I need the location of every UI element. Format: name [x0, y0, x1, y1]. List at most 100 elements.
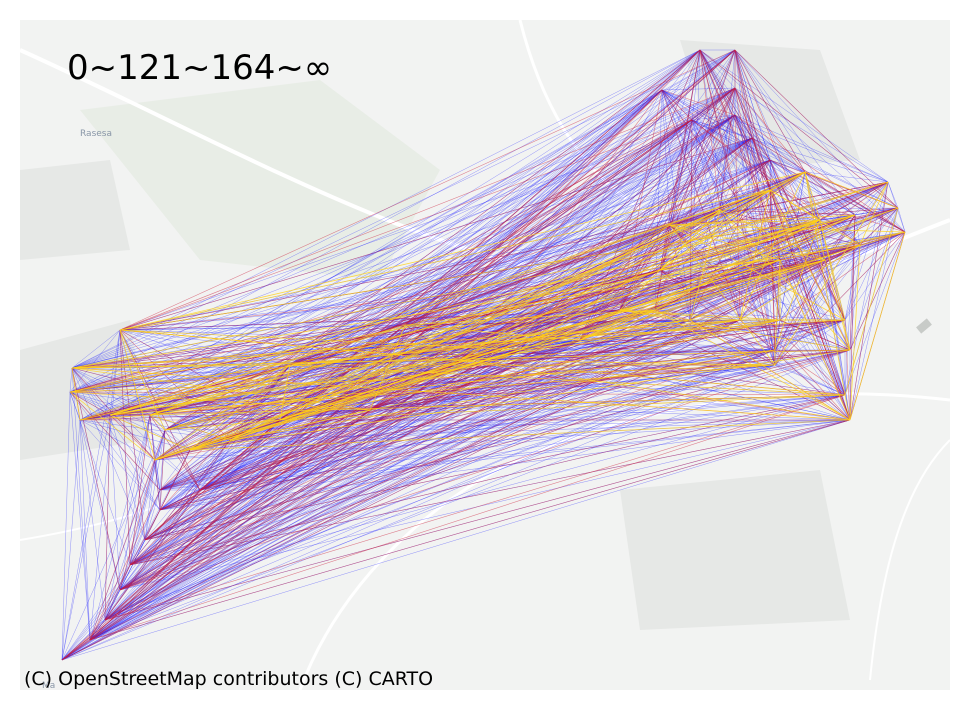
flow-line-low — [769, 159, 826, 261]
flow-line-mid — [824, 259, 846, 321]
flow-line-low — [149, 414, 161, 491]
flow-line-low — [399, 114, 736, 356]
urban-area-northwest — [20, 160, 130, 260]
flow-line-low — [399, 119, 693, 356]
flow-line-high — [154, 309, 621, 461]
flow-line-high — [71, 319, 846, 369]
flow-line-mid — [619, 49, 736, 311]
attribution-text: (C) OpenStreetMap contributors (C) CARTO — [24, 668, 434, 690]
flow-line-low — [159, 419, 851, 511]
flow-line-high — [659, 189, 771, 271]
flow-line-low — [61, 419, 851, 661]
flow-line-high — [804, 171, 821, 221]
flow-line-low — [149, 49, 701, 416]
flow-line-low — [79, 159, 771, 421]
flow-line-mid — [61, 359, 461, 661]
flow-line-high — [69, 391, 156, 461]
flow-line-low — [844, 231, 906, 321]
flow-line-mid — [699, 49, 899, 209]
flow-line-low — [669, 137, 753, 226]
flow-line-high — [229, 207, 899, 441]
flow-line-low — [79, 87, 736, 421]
flow-line-low — [734, 49, 771, 161]
map-canvas[interactable]: Rasesa Ma — [20, 20, 950, 690]
flow-line-low — [79, 419, 191, 451]
flow-line-high — [279, 394, 846, 421]
flow-line-low — [104, 419, 281, 621]
flow-line-mid — [104, 414, 111, 621]
flow-line-mid — [859, 207, 899, 246]
flow-line-high — [459, 359, 851, 421]
flow-line-mid — [71, 367, 121, 591]
flow-line-low — [774, 364, 846, 396]
flow-line-high — [164, 259, 826, 431]
flow-line-low — [734, 49, 906, 233]
flow-line-mid — [61, 209, 721, 661]
flow-line-mid — [119, 459, 156, 591]
flow-line-low — [844, 207, 899, 321]
flow-line-low — [71, 231, 906, 369]
flow-line-low — [751, 137, 899, 209]
flow-line-high — [289, 364, 846, 396]
flow-line-low — [109, 89, 663, 416]
flow-line-low — [79, 419, 156, 461]
flow-line-mid — [119, 209, 721, 591]
flow-line-low — [129, 489, 161, 566]
flow-line-mid — [71, 324, 406, 369]
flow-line-high — [71, 367, 81, 421]
flow-line-low — [404, 114, 736, 326]
flow-line-mid — [119, 309, 621, 331]
flow-line-mid — [144, 349, 521, 541]
flow-line-low — [691, 119, 753, 139]
flow-line-high — [154, 364, 291, 461]
flow-line-low — [71, 49, 736, 369]
flow-line-high — [109, 414, 191, 451]
flow-line-low — [149, 87, 736, 416]
flow-line-low — [154, 459, 161, 491]
flow-line-low — [854, 181, 889, 216]
flow-line-low — [399, 224, 671, 356]
flow-line-mid — [71, 367, 281, 421]
flow-line-high — [619, 309, 741, 321]
flow-line-mid — [71, 354, 401, 369]
flow-line-low — [69, 391, 131, 566]
flow-line-mid — [89, 489, 161, 641]
flow-line-low — [89, 319, 846, 641]
flow-line-mid — [79, 364, 776, 421]
building-block — [916, 318, 932, 334]
flow-line-low — [129, 49, 701, 566]
flow-line-low — [119, 329, 851, 421]
flow-line-low — [579, 339, 851, 421]
flow-line-mid — [804, 171, 906, 233]
flow-line-high — [459, 359, 776, 366]
flow-line-low — [849, 207, 899, 421]
flow-line-low — [189, 394, 846, 451]
flow-line-mid — [159, 429, 166, 511]
flow-line-mid — [844, 319, 851, 421]
flow-line-high — [79, 189, 771, 421]
flow-line-high — [669, 224, 776, 366]
flow-line-mid — [734, 49, 806, 173]
flow-line-low — [734, 114, 806, 173]
flow-line-low — [129, 429, 166, 566]
flow-line-mid — [734, 49, 899, 209]
flow-line-high — [71, 367, 851, 421]
flow-line-mid — [119, 87, 736, 331]
flow-line-low — [734, 114, 821, 221]
flow-line-low — [159, 394, 846, 491]
flow-line-mid — [119, 49, 736, 331]
flow-line-mid — [89, 394, 846, 641]
flow-line-low — [369, 181, 889, 411]
flow-line-high — [119, 171, 806, 331]
flow-line-high — [369, 324, 406, 411]
flow-line-low — [404, 214, 856, 326]
flow-line-high — [189, 409, 371, 451]
flow-line-low — [61, 429, 166, 661]
flow-line-low — [69, 119, 693, 393]
flow-line-low — [774, 219, 821, 366]
flow-line-high — [774, 181, 889, 366]
flow-line-low — [61, 329, 121, 661]
flow-line-high — [619, 209, 721, 311]
flow-line-high — [109, 324, 406, 416]
flow-line-high — [229, 354, 401, 441]
